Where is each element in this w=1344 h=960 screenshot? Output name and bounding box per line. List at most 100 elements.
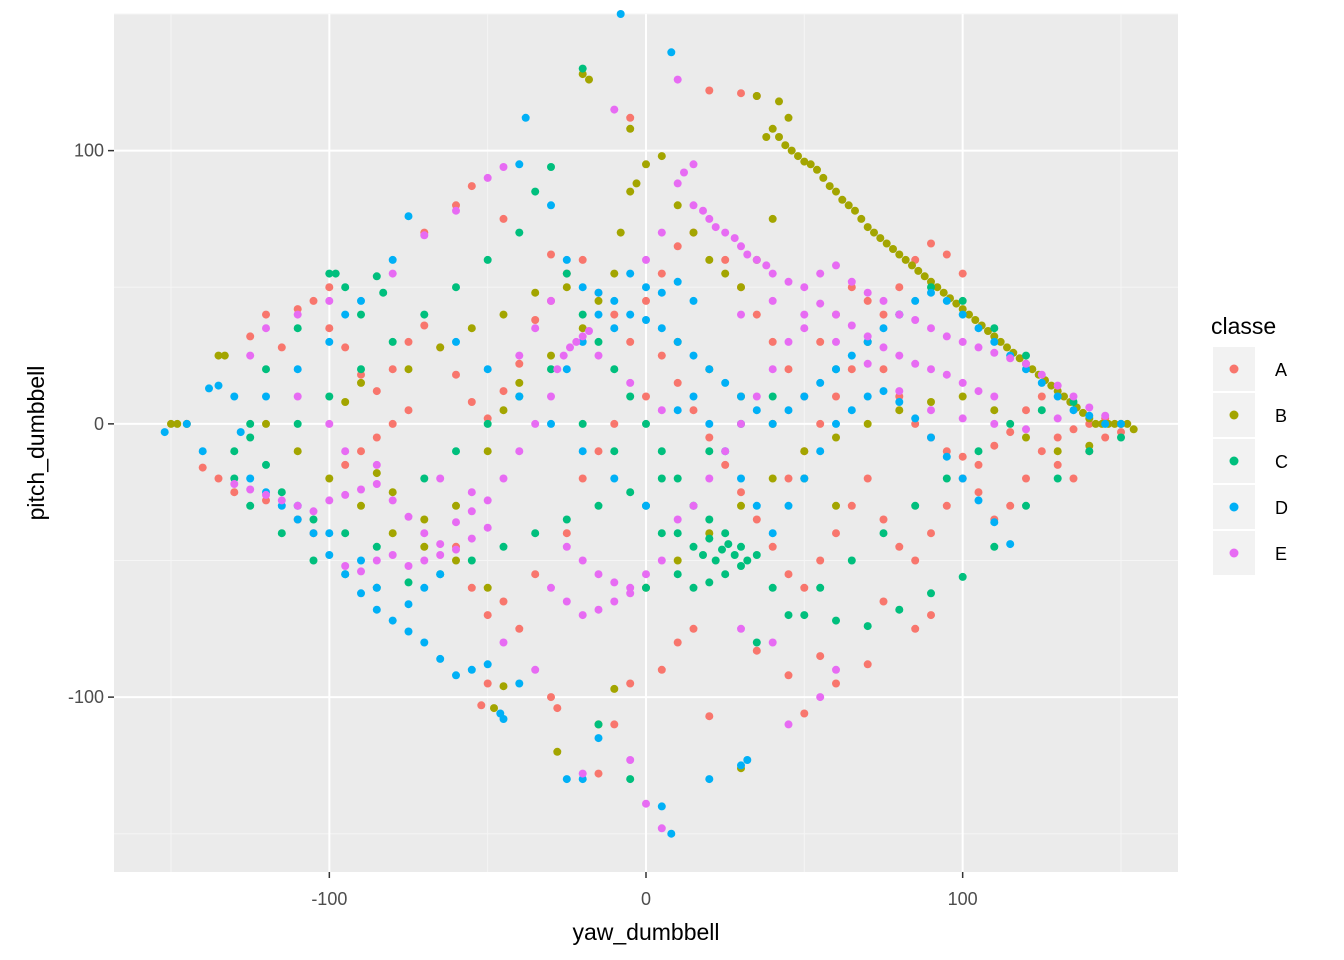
data-point (914, 266, 923, 275)
data-point (515, 228, 524, 237)
data-point (483, 414, 492, 423)
data-point (737, 624, 745, 633)
data-point (325, 283, 334, 292)
legend-label-C: C (1275, 452, 1288, 472)
data-point (942, 332, 951, 341)
data-point (784, 365, 793, 374)
data-point (594, 605, 603, 614)
data-point (483, 419, 492, 428)
data-point (547, 693, 555, 702)
data-point (775, 133, 783, 141)
data-point (499, 310, 508, 319)
data-point (610, 447, 619, 456)
data-point (499, 163, 508, 171)
x-axis-ticks: -100 0 100 (311, 872, 978, 909)
data-point (230, 480, 239, 488)
data-point (436, 551, 445, 559)
data-point (626, 113, 635, 122)
data-point (467, 488, 476, 497)
data-point (958, 474, 967, 483)
data-point (1037, 406, 1046, 415)
data-point (404, 562, 413, 570)
data-point (718, 545, 726, 554)
data-point (958, 269, 967, 278)
data-point (863, 419, 872, 428)
data-point (578, 332, 587, 341)
data-point (372, 387, 381, 396)
data-point (1110, 419, 1119, 428)
data-point (246, 419, 255, 428)
data-point (879, 324, 888, 333)
data-point (879, 597, 888, 606)
data-point (689, 501, 698, 510)
data-point (547, 201, 555, 210)
data-point (1006, 540, 1015, 549)
data-point (990, 441, 999, 450)
data-point (1101, 433, 1110, 442)
data-point (404, 627, 413, 636)
data-point (562, 365, 571, 374)
data-point (452, 501, 460, 510)
data-point (1053, 474, 1062, 483)
data-point (642, 255, 650, 264)
data-point (971, 316, 980, 324)
data-point (341, 283, 350, 292)
data-point (325, 529, 334, 538)
data-point (851, 206, 859, 215)
data-point (372, 480, 381, 488)
data-point (553, 747, 562, 756)
data-point (436, 540, 445, 549)
data-point (752, 515, 761, 524)
data-point (214, 381, 223, 390)
data-point (357, 378, 365, 387)
data-point (816, 693, 825, 702)
data-point (721, 228, 730, 237)
data-point (832, 392, 840, 401)
data-point (515, 160, 524, 169)
data-point (990, 419, 999, 428)
data-point (230, 447, 239, 456)
x-tick-label: 100 (948, 889, 978, 909)
data-point (515, 679, 524, 688)
data-point (942, 296, 951, 305)
data-point (752, 646, 761, 655)
data-point (800, 447, 809, 456)
data-point (673, 337, 682, 346)
data-point (388, 551, 397, 559)
data-point (559, 351, 568, 360)
data-point (293, 501, 302, 510)
data-point (730, 551, 739, 559)
data-point (642, 283, 650, 292)
data-point (721, 447, 730, 456)
data-point (958, 392, 967, 401)
data-point (895, 542, 904, 551)
data-point (657, 269, 666, 278)
data-point (863, 296, 872, 305)
data-point (372, 605, 381, 614)
x-tick-label: -100 (311, 889, 347, 909)
data-point (958, 572, 967, 581)
data-point (198, 463, 207, 472)
data-point (974, 496, 983, 505)
data-point (357, 485, 365, 494)
data-point (958, 310, 967, 319)
data-point (357, 501, 365, 510)
data-point (768, 269, 777, 278)
data-point (1015, 354, 1024, 363)
data-point (578, 337, 587, 346)
data-point (372, 460, 381, 469)
data-point (721, 378, 730, 387)
data-point (452, 671, 460, 680)
data-point (705, 433, 714, 442)
data-point (1091, 419, 1100, 428)
data-point (1037, 447, 1046, 456)
data-point (667, 48, 676, 57)
data-point (895, 310, 904, 319)
data-point (895, 250, 904, 259)
data-point (553, 365, 562, 374)
data-point (816, 269, 825, 278)
data-point (531, 419, 540, 428)
data-point (420, 231, 429, 240)
data-point (667, 829, 676, 838)
data-point (610, 310, 619, 319)
